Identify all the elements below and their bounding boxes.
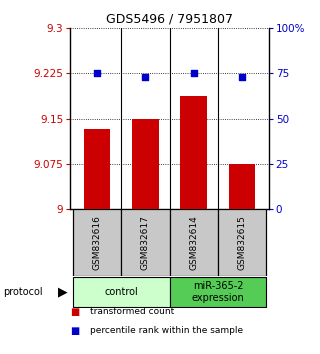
Point [240,74,245,80]
Text: control: control [104,287,138,297]
Bar [180,96,207,209]
Point [143,74,148,80]
Point [191,70,196,76]
FancyBboxPatch shape [121,209,170,276]
Text: GSM832615: GSM832615 [238,215,247,270]
Point [94,70,100,76]
FancyBboxPatch shape [218,209,266,276]
Title: GDS5496 / 7951807: GDS5496 / 7951807 [106,13,233,26]
Bar [132,119,159,209]
Text: GSM832616: GSM832616 [92,215,101,270]
FancyBboxPatch shape [73,209,121,276]
Text: ■: ■ [70,326,80,336]
Text: transformed count: transformed count [90,307,174,316]
Bar [84,130,110,209]
FancyBboxPatch shape [73,278,170,307]
Text: protocol: protocol [3,287,43,297]
Text: ▶: ▶ [58,286,67,298]
Text: GSM832617: GSM832617 [141,215,150,270]
Text: percentile rank within the sample: percentile rank within the sample [90,326,243,336]
Text: GSM832614: GSM832614 [189,215,198,270]
Text: ■: ■ [70,307,80,316]
FancyBboxPatch shape [170,209,218,276]
Text: miR-365-2
expression: miR-365-2 expression [192,281,244,303]
FancyBboxPatch shape [170,278,266,307]
Bar [229,164,255,209]
